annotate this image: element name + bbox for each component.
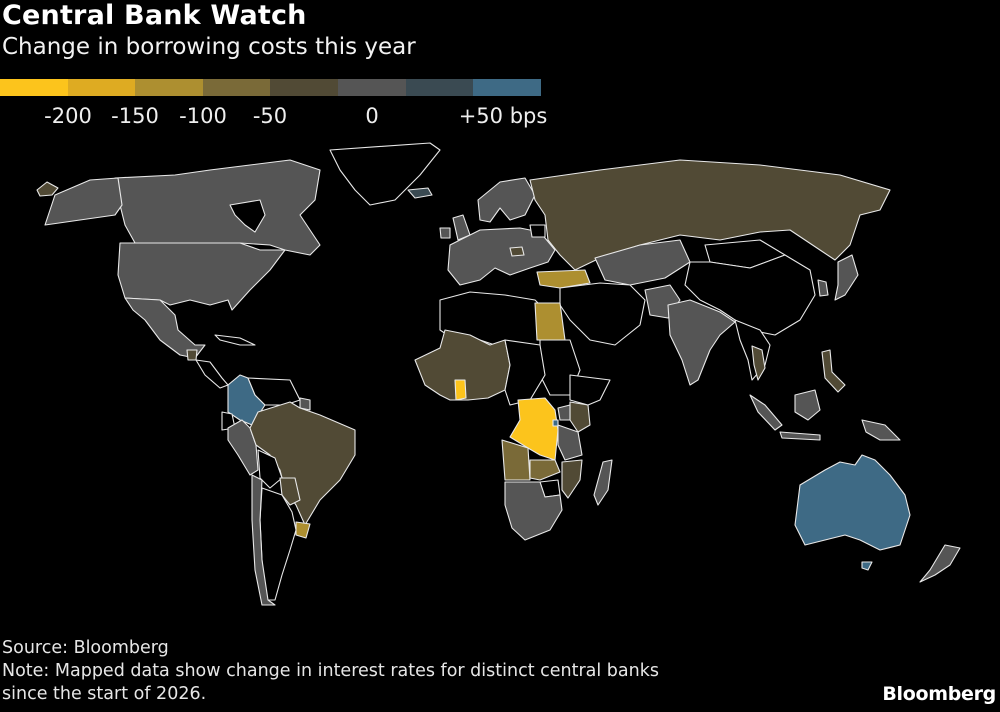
chart-subtitle: Change in borrowing costs this year (2, 34, 416, 60)
color-legend (0, 79, 541, 96)
region-india (667, 299, 736, 386)
legend-swatch (337, 79, 406, 96)
region-nigeria-chad (504, 339, 546, 406)
region-hudson-bay (229, 199, 266, 233)
legend-tick: +50 bps (458, 104, 548, 128)
region-peru (227, 419, 259, 476)
region-new-zealand (919, 544, 961, 583)
region-zambia (529, 459, 561, 481)
region-alaska (44, 177, 123, 226)
region-sumatra (749, 394, 783, 431)
region-scandinavia (477, 177, 536, 223)
region-brazil (249, 401, 356, 526)
region-ghana (454, 379, 467, 401)
region-turkey (536, 269, 591, 289)
footer-notes: Source: Bloomberg Note: Mapped data show… (2, 637, 659, 706)
region-thailand (751, 345, 766, 381)
bloomberg-logo: Bloomberg (882, 683, 996, 705)
region-korea (817, 279, 829, 297)
legend-tick: -100 (179, 104, 227, 128)
chart-title: Central Bank Watch (2, 0, 307, 31)
legend-swatch (135, 79, 203, 96)
region-kazakhstan (594, 239, 691, 286)
region-middle-east (559, 282, 646, 346)
legend-swatch (405, 79, 474, 96)
region-greenland (329, 142, 441, 206)
region-central-america (195, 359, 229, 389)
region-chukotka (36, 181, 59, 197)
region-ireland (439, 227, 451, 239)
region-dr-congo (509, 397, 559, 461)
legend-swatch (270, 79, 338, 96)
region-horn-of-africa (569, 374, 611, 406)
region-paraguay (279, 477, 301, 506)
region-tasmania (861, 561, 873, 571)
note-line-2: since the start of 2026. (2, 684, 207, 704)
legend-swatch (473, 79, 541, 96)
region-canada (114, 159, 321, 256)
legend-swatch (202, 79, 271, 96)
region-mozambique (561, 459, 583, 499)
legend-tick: -50 (252, 104, 288, 128)
region-belarus (529, 224, 546, 238)
region-iceland (407, 187, 433, 199)
region-madagascar (593, 459, 613, 506)
region-egypt (534, 302, 566, 341)
note-line-1: Note: Mapped data show change in interes… (2, 661, 659, 681)
region-philippines (821, 349, 846, 393)
region-australia (794, 454, 911, 551)
legend-ticks: -200 -150 -100 -50 0 +50 bps (0, 104, 560, 130)
region-japan (834, 254, 859, 301)
legend-tick: -200 (44, 104, 92, 128)
region-borneo (794, 389, 821, 421)
region-rwanda (552, 419, 559, 427)
source-text: Source: Bloomberg (2, 638, 169, 658)
legend-tick: 0 (365, 104, 379, 128)
region-uruguay (295, 521, 311, 539)
region-western-europe (447, 227, 556, 286)
region-mexico (124, 297, 206, 359)
region-china (684, 254, 816, 336)
region-java (779, 431, 821, 441)
region-tanzania (557, 424, 583, 461)
world-map (0, 135, 1000, 630)
region-uganda (557, 404, 571, 421)
region-angola (501, 439, 531, 481)
region-guatemala (186, 349, 198, 361)
region-guianas (299, 397, 311, 411)
region-kenya (569, 401, 591, 433)
region-southern-africa (504, 481, 563, 541)
region-papua (861, 419, 901, 441)
region-bolivia (257, 449, 283, 489)
region-chile (251, 474, 276, 606)
region-russia (529, 159, 891, 271)
legend-swatch (67, 79, 136, 96)
legend-tick: -150 (111, 104, 159, 128)
region-hungary (509, 246, 525, 257)
region-cuba (214, 334, 256, 346)
legend-swatch (0, 79, 68, 96)
